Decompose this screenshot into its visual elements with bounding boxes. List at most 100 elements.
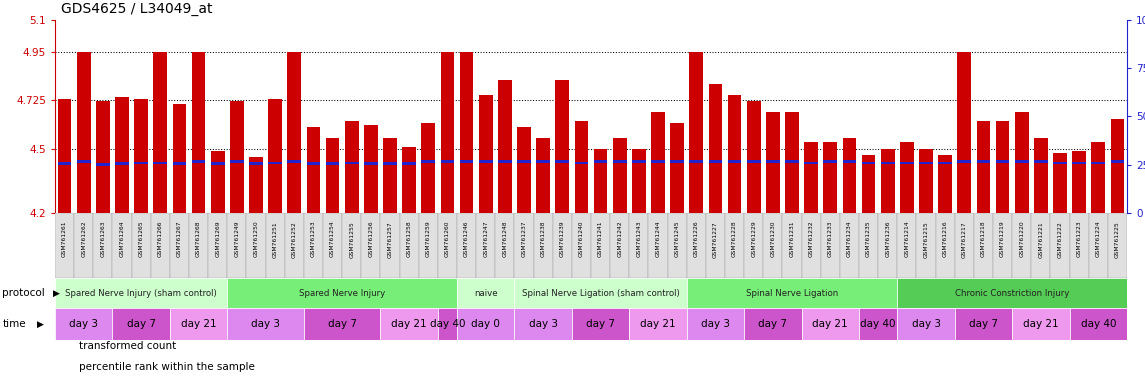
Bar: [153, 162, 167, 164]
Bar: [437, 213, 457, 278]
Bar: [96, 163, 110, 166]
Bar: [514, 278, 687, 308]
Bar: [747, 101, 760, 213]
Bar: [955, 308, 1012, 340]
Bar: [766, 112, 780, 213]
Bar: [518, 127, 531, 213]
Bar: [728, 95, 742, 213]
Bar: [1050, 213, 1069, 278]
Bar: [859, 308, 898, 340]
Bar: [1034, 138, 1048, 213]
Bar: [1111, 119, 1124, 213]
Bar: [938, 162, 951, 164]
Bar: [134, 99, 148, 213]
Bar: [518, 160, 531, 162]
Bar: [173, 104, 187, 213]
Bar: [898, 308, 955, 340]
Bar: [514, 308, 571, 340]
Text: GSM761246: GSM761246: [464, 221, 469, 257]
Bar: [250, 157, 263, 213]
Text: day 21: day 21: [181, 319, 216, 329]
Bar: [725, 213, 744, 278]
Bar: [1091, 162, 1105, 164]
Text: day 7: day 7: [969, 319, 998, 329]
Bar: [977, 160, 990, 162]
Text: GSM761240: GSM761240: [579, 221, 584, 257]
Bar: [785, 160, 799, 162]
Text: transformed count: transformed count: [79, 341, 176, 351]
Bar: [153, 52, 167, 213]
Bar: [898, 278, 1127, 308]
Bar: [169, 308, 228, 340]
Bar: [571, 213, 591, 278]
Text: GSM761231: GSM761231: [790, 221, 795, 257]
Bar: [384, 138, 397, 213]
Bar: [496, 213, 514, 278]
Bar: [380, 308, 437, 340]
Bar: [173, 162, 187, 164]
Bar: [1012, 213, 1032, 278]
Text: GSM761228: GSM761228: [732, 221, 737, 257]
Text: GSM761218: GSM761218: [981, 221, 986, 257]
Bar: [134, 162, 148, 164]
Bar: [839, 213, 859, 278]
Bar: [266, 213, 285, 278]
Bar: [687, 308, 744, 340]
Text: day 21: day 21: [1022, 319, 1059, 329]
Bar: [957, 160, 971, 162]
Bar: [1069, 308, 1127, 340]
Bar: [996, 160, 1010, 162]
Text: GSM761267: GSM761267: [177, 221, 182, 257]
Text: GSM761263: GSM761263: [101, 221, 105, 257]
Bar: [575, 162, 589, 164]
Text: GSM761215: GSM761215: [924, 221, 929, 258]
Text: GSM761221: GSM761221: [1039, 221, 1043, 258]
Text: GSM761229: GSM761229: [751, 221, 756, 257]
Bar: [362, 213, 380, 278]
Text: GSM761256: GSM761256: [369, 221, 373, 257]
Bar: [325, 138, 339, 213]
Bar: [342, 213, 362, 278]
Bar: [1111, 160, 1124, 162]
Bar: [1053, 153, 1067, 213]
Text: protocol: protocol: [2, 288, 45, 298]
Bar: [1089, 213, 1108, 278]
Text: day 3: day 3: [529, 319, 558, 329]
Text: Spinal Nerve Ligation: Spinal Nerve Ligation: [745, 288, 838, 298]
Bar: [191, 52, 205, 213]
Text: GSM761257: GSM761257: [387, 221, 393, 258]
Bar: [881, 162, 894, 164]
Text: GSM761264: GSM761264: [119, 221, 125, 257]
Text: GSM761249: GSM761249: [235, 221, 239, 257]
Text: ▶: ▶: [37, 319, 44, 328]
Text: day 3: day 3: [701, 319, 729, 329]
Bar: [479, 95, 492, 213]
Bar: [457, 308, 514, 340]
Bar: [843, 138, 856, 213]
Bar: [498, 80, 512, 213]
Bar: [1034, 160, 1048, 162]
Bar: [380, 213, 400, 278]
Bar: [479, 160, 492, 162]
Text: GSM761234: GSM761234: [847, 221, 852, 257]
Text: GSM761225: GSM761225: [1115, 221, 1120, 258]
Text: GSM761259: GSM761259: [426, 221, 431, 257]
Bar: [705, 213, 725, 278]
Text: GSM761232: GSM761232: [808, 221, 814, 257]
Bar: [57, 162, 71, 165]
Bar: [613, 138, 626, 213]
Bar: [652, 160, 665, 162]
Bar: [689, 52, 703, 213]
Bar: [919, 162, 933, 164]
Bar: [307, 162, 321, 164]
Bar: [843, 160, 856, 162]
Bar: [402, 162, 416, 165]
Bar: [55, 213, 74, 278]
Bar: [900, 162, 914, 164]
Text: Spared Nerve Injury: Spared Nerve Injury: [299, 288, 385, 298]
Text: GSM761242: GSM761242: [617, 221, 622, 257]
Bar: [938, 155, 951, 213]
Bar: [630, 308, 687, 340]
Bar: [916, 213, 935, 278]
Text: GSM761230: GSM761230: [771, 221, 775, 257]
